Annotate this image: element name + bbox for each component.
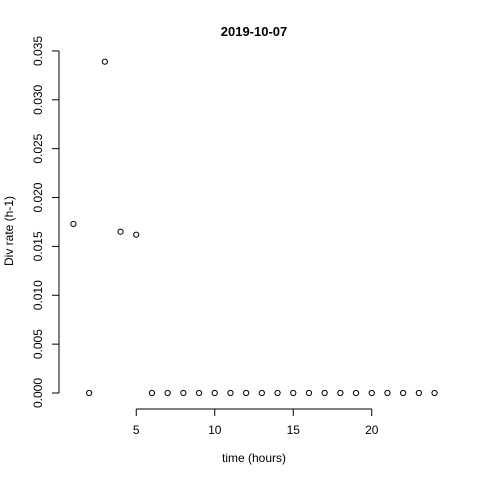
data-point [133, 231, 140, 238]
data-point [195, 389, 203, 397]
data-point [86, 389, 93, 397]
data-point [368, 389, 375, 397]
y-tick-label: 0.035 [31, 36, 45, 66]
data-point [148, 389, 156, 397]
x-tick-label: 5 [133, 423, 140, 437]
data-point [70, 220, 77, 228]
data-point [400, 389, 407, 397]
data-point [415, 389, 422, 397]
data-point [227, 389, 234, 397]
y-tick-label: 0.005 [31, 329, 45, 359]
x-tick-label: 20 [365, 423, 379, 437]
x-axis-label: time (hours) [222, 451, 286, 465]
y-tick-label: 0.030 [31, 84, 45, 114]
data-point [290, 389, 297, 397]
data-point [180, 389, 187, 397]
data-point [258, 389, 265, 397]
y-tick-label: 0.015 [31, 231, 45, 261]
data-point [384, 389, 391, 397]
chart-title: 2019-10-07 [221, 24, 288, 39]
x-axis: 5 10 15 20 [133, 408, 379, 437]
x-tick-label: 10 [208, 423, 222, 437]
data-points [70, 58, 438, 397]
data-point [321, 389, 328, 397]
data-point [274, 389, 281, 397]
data-point [352, 389, 360, 397]
y-axis-label: Div rate (h-1) [2, 196, 16, 266]
data-point [101, 58, 108, 65]
data-point [305, 389, 313, 397]
y-tick-label: 0.010 [31, 280, 45, 310]
y-tick-label: 0.020 [31, 182, 45, 212]
data-point [431, 389, 438, 397]
y-tick-label: 0.025 [31, 133, 45, 163]
data-point [117, 228, 124, 235]
y-axis: 0.000 0.005 0.010 0.015 0.020 0.025 0.030 0.035 [31, 36, 60, 408]
data-point [243, 389, 250, 397]
x-tick-label: 15 [287, 423, 301, 437]
data-point [164, 389, 171, 397]
data-point [337, 389, 344, 397]
y-tick-label: 0.000 [31, 378, 45, 408]
data-point [211, 389, 218, 397]
